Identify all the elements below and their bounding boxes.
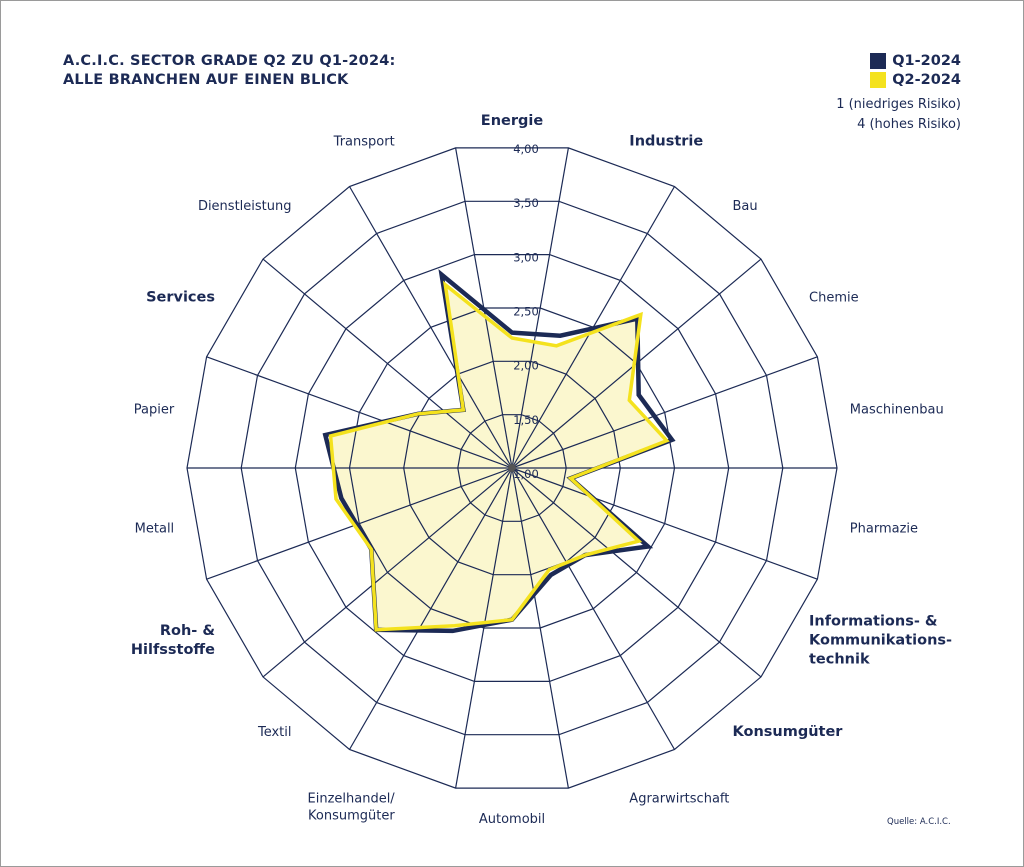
category-label: Maschinenbau: [850, 402, 944, 417]
category-label: Dienstleistung: [198, 199, 292, 214]
legend-swatch-q2: [870, 72, 887, 88]
grid-spoke-17: [348, 186, 513, 469]
category-label: Roh- & Hilfsstoffe: [131, 623, 215, 658]
category-label-line: Chemie: [809, 291, 859, 306]
grid-spoke-13: [206, 467, 513, 580]
chart-subtitle: ALLE BRANCHEN AUF EINEN BLICK: [63, 72, 349, 88]
legend-label-q1: Q1-2024: [892, 53, 961, 69]
category-label-line: Agrarwirtschaft: [629, 791, 729, 806]
scale-note-low: 1 (niedriges Risiko): [836, 97, 961, 112]
grid-spoke-12: [262, 467, 513, 678]
grid-spoke-9: [511, 467, 569, 789]
category-label: Transport: [333, 135, 395, 150]
category-label-line: Energie: [481, 113, 544, 129]
category-label-line: Dienstleistung: [198, 199, 292, 214]
category-label: Metall: [135, 522, 175, 537]
tick-label: 2,50: [513, 305, 539, 319]
category-label-line: Kommunikations-: [809, 633, 952, 649]
category-label: Papier: [134, 402, 175, 417]
grid-spoke-4: [511, 356, 818, 469]
tick-label: 2,00: [513, 359, 539, 373]
category-label-line: Konsumgüter: [733, 724, 844, 740]
tick-label: 3,00: [513, 250, 539, 264]
grid-spoke-10: [455, 467, 513, 789]
grid-spoke-7: [511, 467, 762, 678]
category-label-line: Maschinenbau: [850, 402, 944, 417]
category-label: Textil: [257, 725, 292, 740]
legend-swatch-q1: [870, 53, 887, 69]
category-label: Agrarwirtschaft: [629, 791, 729, 806]
source-note: Quelle: A.C.I.C.: [887, 817, 951, 827]
grid-spoke-11: [348, 467, 513, 750]
grid-spoke-1: [511, 147, 569, 469]
category-label: Energie: [481, 113, 544, 129]
category-label-line: Pharmazie: [850, 522, 918, 537]
center-marker: [508, 464, 516, 472]
category-label-line: Informations- &: [809, 614, 938, 630]
category-label: Services: [146, 290, 215, 306]
grid-spoke-8: [511, 467, 676, 750]
category-label-line: Industrie: [629, 134, 703, 150]
category-label-line: Services: [146, 290, 215, 306]
category-label-line: Papier: [134, 402, 175, 417]
category-label: Informations- & Kommunikations-technik: [809, 614, 952, 668]
legend-item-q1: Q1-2024: [870, 53, 961, 69]
category-label-line: Transport: [333, 135, 395, 150]
grid-spoke-6: [511, 467, 818, 580]
category-label-line: Textil: [257, 725, 292, 740]
chart-title: A.C.I.C. SECTOR GRADE Q2 ZU Q1-2024:: [63, 53, 396, 69]
category-label-line: Automobil: [479, 812, 545, 827]
category-label-line: Einzelhandel/: [308, 791, 396, 806]
category-label: Bau: [733, 199, 758, 214]
scale-note-high: 4 (hohes Risiko): [857, 117, 961, 132]
category-label-line: Bau: [733, 199, 758, 214]
tick-label: 3,50: [513, 196, 539, 210]
category-label: Konsumgüter: [733, 724, 844, 740]
category-label: Automobil: [479, 812, 545, 827]
grid-spoke-15: [206, 356, 513, 469]
legend-label-q2: Q2-2024: [892, 72, 961, 88]
category-label-line: Metall: [135, 522, 175, 537]
category-label: Pharmazie: [850, 522, 918, 537]
category-label: Einzelhandel/Konsumgüter: [308, 791, 396, 823]
tick-label: 1,50: [513, 413, 539, 427]
category-label: Chemie: [809, 291, 859, 306]
category-label: Industrie: [629, 134, 703, 150]
category-label-line: Konsumgüter: [308, 808, 395, 823]
category-label-line: Roh- &: [160, 623, 216, 639]
tick-label: 4,00: [513, 142, 539, 156]
category-label-line: technik: [809, 652, 870, 668]
legend-item-q2: Q2-2024: [870, 72, 961, 88]
grid-spoke-16: [262, 258, 513, 469]
tick-label: 1,00: [513, 467, 539, 481]
category-label-line: Hilfsstoffe: [131, 642, 215, 658]
